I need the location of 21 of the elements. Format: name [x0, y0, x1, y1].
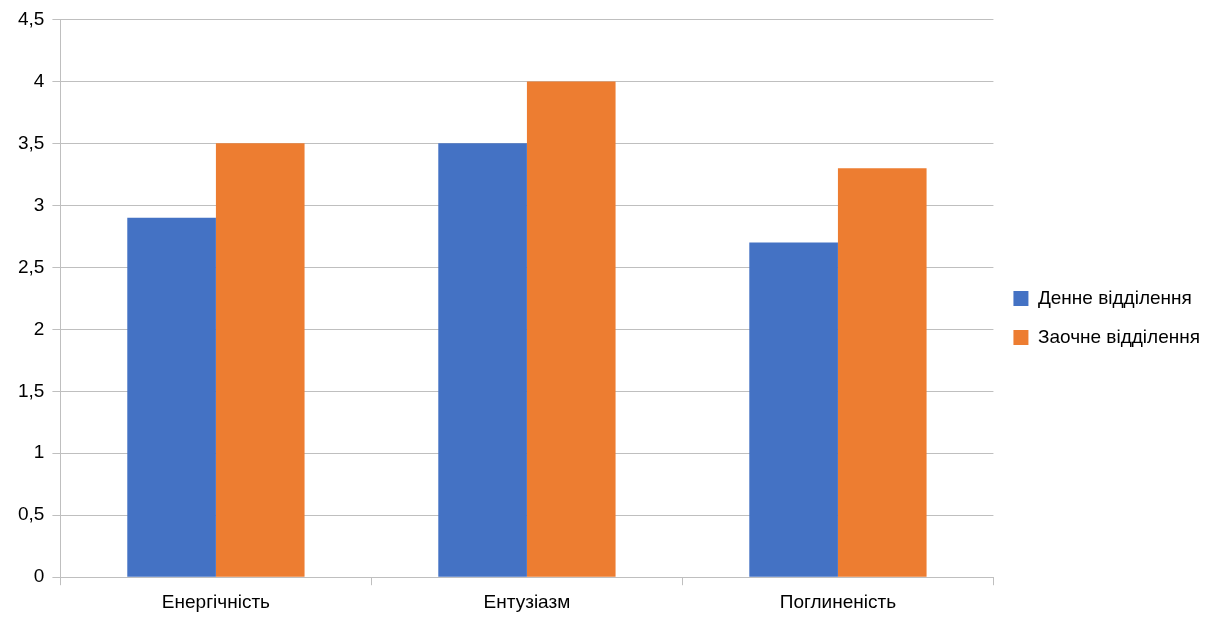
- y-tick-label: 3,5: [17, 131, 45, 153]
- x-tick-label: Ентузіазм: [483, 590, 571, 612]
- x-tick-label: Енергічність: [161, 590, 271, 612]
- bar: [438, 143, 527, 577]
- bar: [127, 217, 216, 577]
- x-tick-label: Поглиненість: [779, 590, 897, 612]
- bar: [215, 143, 305, 577]
- y-tick-label: 4,5: [17, 7, 45, 29]
- y-tick-label: 3: [33, 193, 45, 215]
- bar: [749, 242, 838, 577]
- y-tick-label: 1,5: [17, 379, 45, 401]
- y-tick-label: 0,5: [17, 503, 45, 525]
- legend-label: Денне відділення: [1037, 286, 1192, 308]
- y-tick-label: 0: [33, 565, 45, 587]
- y-tick-label: 2: [33, 317, 45, 339]
- bar: [526, 81, 616, 577]
- bar: [837, 168, 927, 577]
- y-tick-label: 2,5: [17, 255, 45, 277]
- legend-label: Заочне відділення: [1037, 325, 1201, 347]
- y-tick-label: 1: [33, 441, 45, 463]
- y-tick-label: 4: [33, 69, 45, 91]
